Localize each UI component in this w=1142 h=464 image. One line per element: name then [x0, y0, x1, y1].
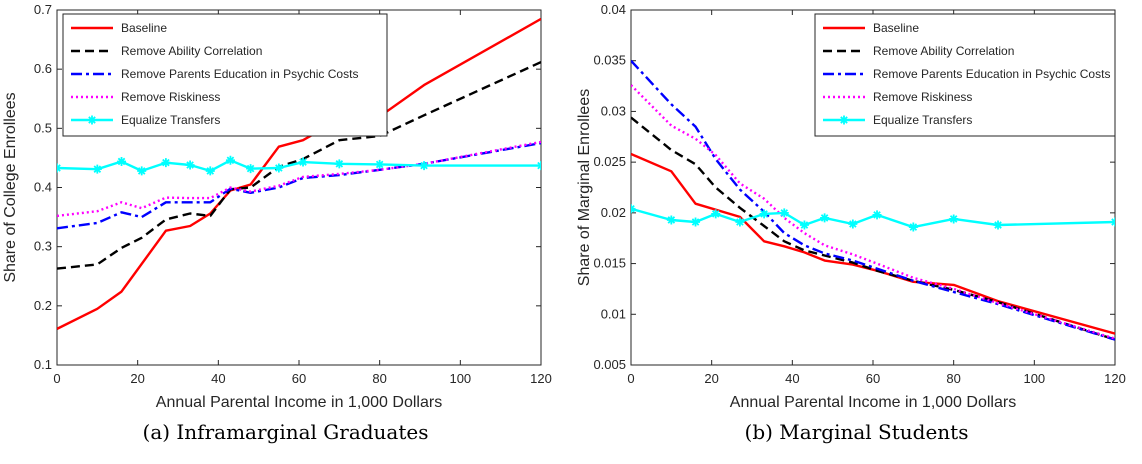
data-point-marker — [298, 157, 308, 167]
data-point-marker — [334, 159, 344, 169]
data-point-marker — [691, 217, 701, 227]
data-point-marker — [246, 164, 256, 174]
legend-box — [814, 13, 1116, 137]
data-point-marker — [779, 208, 789, 218]
x-tick-label: 120 — [1104, 371, 1126, 386]
panel-inframarginal-graduates: 0 20 40 60 80 100 120 0.1 0.2 0.3 0.4 0.5 0.6 0.7 Annu… — [2, 2, 552, 444]
data-point-marker — [185, 160, 195, 170]
chart-marginal-students: 0 20 40 60 80 100 120 0.005 0.01 0.015 0.02 0.025 0.… — [576, 2, 1126, 411]
data-point-marker — [735, 217, 745, 227]
data-point-marker — [117, 156, 127, 166]
y-tick-label: 0.2 — [34, 298, 52, 313]
x-tick-label: 40 — [211, 371, 225, 386]
x-tick-label: 0 — [53, 371, 60, 386]
x-tick-label: 80 — [946, 371, 960, 386]
series-line-remove-ability-correlation — [631, 116, 1115, 341]
y-tick-label: 0.1 — [34, 357, 52, 372]
y-tick-label: 0.005 — [593, 357, 626, 372]
series-group — [631, 59, 1115, 341]
legend-label: Remove Parents Education in Psychic Cost… — [873, 67, 1110, 81]
legend: Baseline Remove Ability Correlation Remove… — [814, 13, 1116, 137]
panel-marginal-students: 0 20 40 60 80 100 120 0.005 0.01 0.015 0.02 0.025 0.… — [571, 0, 1142, 464]
series-line-remove-riskiness — [631, 84, 1115, 340]
series-line-remove-riskiness — [57, 140, 541, 218]
data-point-marker — [799, 220, 809, 230]
y-tick-label: 0.3 — [34, 239, 52, 254]
chart-inframarginal-graduates: 0 20 40 60 80 100 120 0.1 0.2 0.3 0.4 0.5 0.6 0.7 Annu… — [2, 2, 552, 411]
x-tick-label: 100 — [449, 371, 471, 386]
legend-label: Equalize Transfers — [121, 113, 220, 127]
data-point-marker — [205, 166, 215, 176]
legend-box — [62, 13, 388, 137]
y-tick-label: 0.5 — [34, 120, 52, 135]
y-tick-label: 0.6 — [34, 61, 52, 76]
series-line-remove-parents-education-in-psychic-costs — [631, 59, 1115, 341]
x-tick-label: 80 — [372, 371, 386, 386]
legend-label: Remove Parents Education in Psychic Cost… — [121, 67, 358, 81]
x-axis-label: Annual Parental Income in 1,000 Dollars — [730, 394, 1016, 411]
data-point-marker — [375, 159, 385, 169]
x-tick-label: 40 — [785, 371, 799, 386]
y-tick-label: 0.025 — [593, 154, 626, 169]
data-point-marker — [711, 209, 721, 219]
data-point-marker — [419, 161, 429, 171]
data-point-marker — [949, 214, 959, 224]
y-tick-label: 0.04 — [601, 2, 626, 17]
legend-label: Remove Ability Correlation — [873, 44, 1014, 58]
y-tick-label: 0.7 — [34, 2, 52, 17]
data-point-marker — [536, 161, 541, 171]
y-tick-label: 0.02 — [601, 205, 626, 220]
data-point-marker — [137, 166, 147, 176]
data-point-marker — [161, 158, 171, 168]
legend-label: Baseline — [121, 21, 167, 35]
data-point-marker — [820, 213, 830, 223]
x-tick-label: 20 — [704, 371, 718, 386]
x-axis-label: Annual Parental Income in 1,000 Dollars — [156, 394, 442, 411]
x-tick-label: 60 — [866, 371, 880, 386]
legend-marker — [839, 115, 849, 125]
legend-label: Remove Riskiness — [121, 90, 220, 104]
x-tick-label: 100 — [1023, 371, 1045, 386]
legend-marker — [87, 115, 97, 125]
data-point-marker — [1110, 217, 1115, 227]
caption: (a) Inframarginal Graduates — [142, 420, 429, 444]
series-line-baseline — [631, 152, 1115, 335]
y-axis-label: Share of Marginal Enrollees — [576, 89, 593, 286]
legend-label: Equalize Transfers — [873, 113, 972, 127]
y-tick-label: 0.4 — [34, 180, 52, 195]
legend-label: Baseline — [873, 21, 919, 35]
y-tick-label: 0.035 — [593, 53, 626, 68]
data-point-marker — [92, 164, 102, 174]
legend-label: Remove Ability Correlation — [121, 44, 262, 58]
caption: (b) Marginal Students — [744, 420, 969, 444]
legend: Baseline Remove Ability Correlation Remove… — [62, 13, 388, 137]
y-tick-label: 0.015 — [593, 256, 626, 271]
x-tick-label: 20 — [130, 371, 144, 386]
data-point-marker — [274, 163, 284, 173]
data-point-marker — [666, 215, 676, 225]
legend-label: Remove Riskiness — [873, 90, 972, 104]
y-tick-label: 0.01 — [601, 306, 626, 321]
data-point-marker — [848, 219, 858, 229]
x-tick-label: 120 — [530, 371, 552, 386]
data-point-marker — [225, 155, 235, 165]
data-point-marker — [872, 210, 882, 220]
data-point-marker — [908, 222, 918, 232]
data-point-marker — [57, 163, 62, 173]
y-tick-label: 0.03 — [601, 103, 626, 118]
y-axis-label: Share of College Enrollees — [2, 92, 19, 282]
data-point-marker — [993, 220, 1003, 230]
x-tick-label: 0 — [627, 371, 634, 386]
data-point-marker — [759, 209, 769, 219]
x-tick-label: 60 — [292, 371, 306, 386]
